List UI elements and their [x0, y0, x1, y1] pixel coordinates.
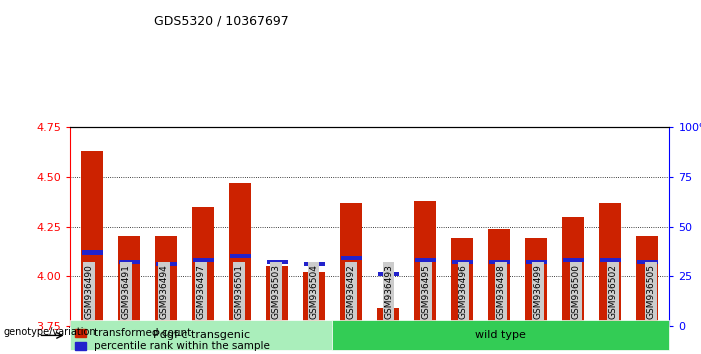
Bar [489, 260, 510, 264]
Bar [81, 151, 104, 326]
Bar [266, 266, 288, 326]
Bar [488, 229, 510, 326]
Text: wild type: wild type [475, 330, 526, 341]
Text: GSM936501: GSM936501 [234, 264, 243, 319]
Text: GSM936499: GSM936499 [534, 264, 543, 319]
Bar [341, 256, 362, 261]
Bar [377, 308, 400, 326]
Bar [415, 258, 436, 262]
Text: GSM936495: GSM936495 [421, 264, 430, 319]
Bar [193, 258, 214, 262]
Bar [563, 258, 584, 262]
Text: GSM936494: GSM936494 [159, 264, 168, 319]
Text: GSM936505: GSM936505 [646, 264, 655, 319]
Bar [229, 183, 252, 326]
Legend: transformed count, percentile rank within the sample: transformed count, percentile rank withi… [75, 328, 270, 352]
Bar [118, 260, 139, 264]
Text: GSM936493: GSM936493 [384, 264, 393, 319]
Bar [414, 201, 436, 326]
Bar [82, 250, 103, 255]
Bar [70, 320, 332, 350]
Text: GSM936491: GSM936491 [122, 264, 131, 319]
Bar [340, 203, 362, 326]
Bar [267, 260, 288, 264]
Bar [332, 320, 669, 350]
Text: GSM936500: GSM936500 [571, 264, 580, 319]
Bar [378, 272, 399, 276]
Text: GSM936502: GSM936502 [608, 264, 618, 319]
Text: GSM936504: GSM936504 [309, 264, 318, 319]
Bar [599, 203, 621, 326]
Bar [636, 236, 658, 326]
Bar [118, 236, 140, 326]
Bar [526, 260, 547, 264]
Bar [230, 254, 251, 258]
Text: GSM936492: GSM936492 [346, 264, 355, 319]
Bar [451, 260, 472, 264]
Text: GSM936496: GSM936496 [459, 264, 468, 319]
Bar [156, 262, 177, 267]
Bar [562, 217, 585, 326]
Bar [155, 236, 177, 326]
Bar [525, 239, 547, 326]
Text: Pdgf-c transgenic: Pdgf-c transgenic [153, 330, 250, 341]
Bar [637, 260, 658, 264]
Bar [303, 272, 325, 326]
Text: GSM936490: GSM936490 [84, 264, 93, 319]
Text: GSM936498: GSM936498 [496, 264, 505, 319]
Text: GDS5320 / 10367697: GDS5320 / 10367697 [154, 14, 289, 27]
Bar [192, 207, 215, 326]
Text: GSM936497: GSM936497 [197, 264, 205, 319]
Text: GSM936503: GSM936503 [271, 264, 280, 319]
Bar [600, 258, 621, 262]
Text: genotype/variation: genotype/variation [4, 327, 96, 337]
Bar [451, 239, 473, 326]
Bar [304, 262, 325, 267]
